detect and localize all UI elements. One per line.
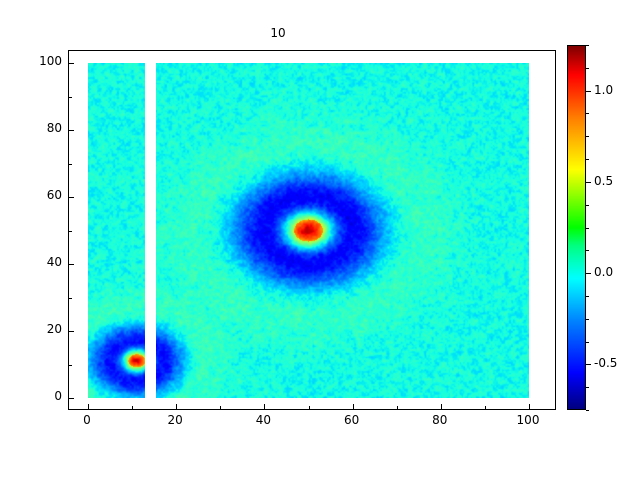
colorbar-tick-label: -0.5	[594, 356, 618, 371]
y-tick-label: 20	[46, 322, 62, 336]
heatmap-canvas	[88, 63, 529, 398]
y-minor-tick	[69, 364, 72, 366]
x-minor-tick	[220, 406, 222, 409]
y-minor-tick	[69, 297, 72, 299]
plot-title: 10	[270, 26, 286, 40]
colorbar-minor-tick	[586, 295, 589, 297]
y-tick	[69, 63, 74, 64]
colorbar-minor-tick	[586, 113, 589, 115]
colorbar-minor-tick	[586, 250, 589, 252]
colorbar-tick-label: 1.0	[594, 82, 614, 97]
colorbar-tick-label: 0.0	[594, 265, 614, 280]
y-tick	[69, 130, 74, 131]
x-tick	[88, 404, 89, 409]
colorbar-tick	[586, 364, 591, 366]
colorbar	[567, 45, 586, 410]
y-tick-label: 0	[54, 389, 62, 403]
y-tick-label: 40	[46, 255, 62, 269]
y-tick-label: 100	[39, 54, 62, 68]
y-tick-label: 80	[46, 121, 62, 135]
x-tick-label: 100	[516, 413, 540, 427]
x-minor-tick	[308, 406, 310, 409]
colorbar-minor-tick	[586, 318, 589, 320]
x-tick	[176, 404, 178, 409]
y-minor-tick	[69, 163, 72, 165]
y-tick	[69, 331, 74, 332]
x-tick-label: 0	[83, 413, 91, 427]
colorbar-tick-label: 0.5	[594, 173, 614, 188]
colorbar-minor-tick	[586, 136, 589, 138]
x-tick-label: 80	[432, 413, 448, 427]
x-tick-label: 20	[167, 413, 183, 427]
x-minor-tick	[396, 406, 398, 409]
colorbar-minor-tick	[586, 387, 589, 389]
colorbar-minor-tick	[586, 341, 589, 343]
plot-axes	[68, 50, 556, 410]
colorbar-minor-tick	[586, 159, 589, 161]
heatmap-image	[88, 63, 529, 398]
y-minor-tick	[69, 230, 72, 232]
y-minor-tick	[69, 96, 72, 98]
y-tick	[69, 197, 74, 198]
x-tick	[440, 404, 442, 409]
colorbar-minor-tick	[586, 67, 589, 69]
y-tick	[69, 264, 74, 265]
colorbar-tick	[586, 181, 591, 183]
colorbar-minor-tick	[586, 45, 589, 46]
colorbar-tick	[586, 273, 591, 275]
colorbar-minor-tick	[586, 410, 589, 411]
masked-data-stripe	[145, 63, 157, 398]
colorbar-minor-tick	[586, 204, 589, 206]
colorbar-tick	[586, 90, 591, 92]
x-tick-label: 60	[343, 413, 360, 427]
y-tick-label: 60	[46, 188, 62, 202]
y-tick	[69, 398, 74, 399]
x-tick	[264, 404, 266, 409]
x-minor-tick	[484, 406, 486, 409]
x-minor-tick	[132, 406, 134, 409]
colorbar-minor-tick	[586, 227, 589, 229]
x-tick-label: 40	[255, 413, 272, 427]
x-tick	[352, 404, 354, 409]
x-tick	[529, 404, 530, 409]
